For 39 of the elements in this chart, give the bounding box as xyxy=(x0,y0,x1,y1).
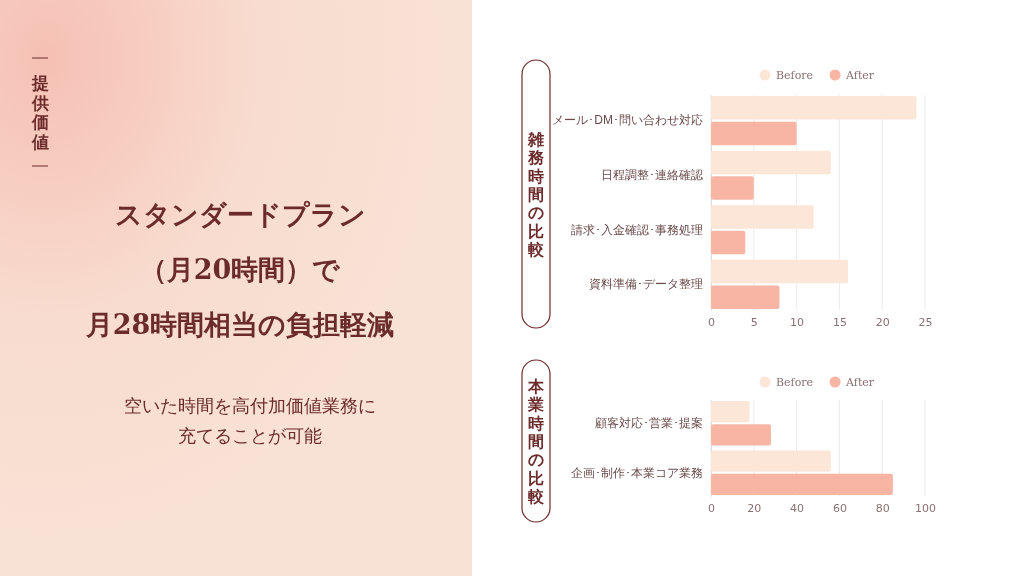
legend-label: After xyxy=(845,376,875,389)
y-axis-title: 雑務時間の比較 xyxy=(527,129,545,260)
x-tick-label: 20 xyxy=(875,315,890,329)
bar xyxy=(711,450,831,472)
legend-label: Before xyxy=(776,376,814,389)
bar xyxy=(711,230,746,255)
y-axis-title: 本業時間の比較 xyxy=(527,376,545,507)
bar xyxy=(711,473,893,496)
x-tick-label: 100 xyxy=(915,501,936,515)
text: スタンダードプラン（月20時間）で月28時間相当の負担軽減 xyxy=(84,199,395,340)
bar xyxy=(711,285,780,309)
legend-label: After xyxy=(845,69,875,82)
y-tick-label: メール･DM･問い合わせ対応 xyxy=(552,113,703,128)
y-tick-label: 顧客対応･営業･提案 xyxy=(595,416,703,431)
x-tick-label: 10 xyxy=(790,315,805,329)
text: 提供価値 xyxy=(30,73,49,152)
x-tick-label: 15 xyxy=(832,315,847,329)
x-tick-label: 25 xyxy=(918,315,933,329)
bar xyxy=(711,205,814,229)
x-tick-label: 0 xyxy=(708,501,715,515)
bar xyxy=(711,400,750,423)
text: 空いた時間を高付加価値業務に充てることが可能 xyxy=(124,395,376,446)
bar xyxy=(711,424,771,446)
bar xyxy=(711,96,917,120)
x-tick-label: 0 xyxy=(708,315,715,329)
bar xyxy=(711,150,831,175)
x-tick-label: 60 xyxy=(832,501,847,515)
y-tick-label: 日程調整･連絡確認 xyxy=(601,168,703,183)
bar xyxy=(711,259,848,284)
y-tick-label: 請求･入金確認･事務処理 xyxy=(571,222,703,237)
legend-label: Before xyxy=(776,69,814,82)
bar xyxy=(711,121,797,146)
bar xyxy=(711,176,754,200)
x-tick-label: 20 xyxy=(747,501,762,515)
y-tick-label: 企画･制作･本業コア業務 xyxy=(571,465,703,480)
x-tick-label: 80 xyxy=(875,501,890,515)
x-tick-label: 40 xyxy=(790,501,805,515)
x-tick-label: 5 xyxy=(750,315,758,329)
y-tick-label: 資料準備･データ整理 xyxy=(589,277,703,292)
